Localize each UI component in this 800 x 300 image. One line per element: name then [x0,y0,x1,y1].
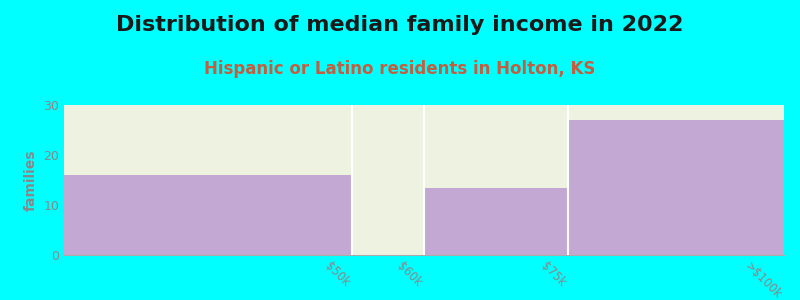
Text: Hispanic or Latino residents in Holton, KS: Hispanic or Latino residents in Holton, … [204,60,596,78]
Bar [352,105,424,255]
Y-axis label: families: families [24,149,38,211]
Bar [424,105,568,255]
Bar [568,105,784,255]
Bar [64,105,352,255]
Text: Distribution of median family income in 2022: Distribution of median family income in … [116,15,684,35]
Bar [424,188,568,255]
Bar [64,175,352,255]
Bar [568,120,784,255]
